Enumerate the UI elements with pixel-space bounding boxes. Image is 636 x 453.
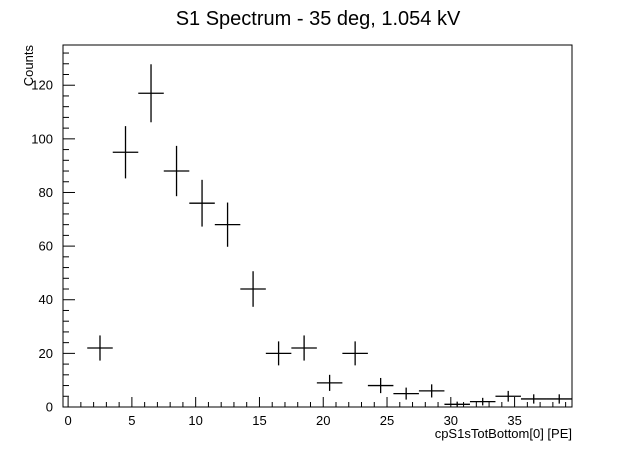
x-tick-label: 5 [128, 413, 135, 428]
data-point [418, 384, 445, 398]
data-point [189, 179, 215, 227]
y-tick-label: 80 [39, 185, 53, 200]
data-point [546, 394, 572, 404]
x-tick-label: 30 [444, 413, 458, 428]
data-markers [87, 64, 572, 407]
y-tick-label: 40 [39, 292, 53, 307]
data-point [316, 374, 343, 391]
data-point [520, 394, 547, 404]
x-tick-label: 0 [64, 413, 71, 428]
x-tick-label: 20 [316, 413, 330, 428]
data-point [240, 271, 266, 307]
data-point [265, 341, 292, 366]
y-axis-label: Counts [21, 45, 36, 87]
data-point [444, 401, 470, 407]
data-point [163, 145, 190, 197]
y-tick-label: 100 [31, 131, 53, 146]
y-tick-label: 20 [39, 346, 53, 361]
x-tick-label: 15 [252, 413, 266, 428]
y-tick-label: 120 [31, 78, 53, 93]
x-tick-label: 25 [380, 413, 394, 428]
plot-frame [62, 44, 573, 408]
chart-title: S1 Spectrum - 35 deg, 1.054 kV [176, 8, 461, 30]
data-point [112, 126, 139, 179]
data-point [138, 64, 164, 123]
y-tick-label: 60 [39, 239, 53, 254]
data-point [342, 341, 368, 366]
data-point [367, 377, 394, 394]
x-axis-label: cpS1sTotBottom[0] [PE] [435, 426, 572, 441]
y-axis: 0 20 40 60 80 100 120 [31, 52, 75, 415]
y-tick-label: 0 [46, 400, 53, 415]
data-point [214, 202, 241, 247]
data-point [469, 397, 496, 406]
data-point [393, 387, 419, 400]
x-tick-label: 10 [188, 413, 202, 428]
data-point [291, 335, 317, 361]
data-point [87, 335, 113, 361]
data-point [495, 390, 521, 402]
x-tick-label: 35 [507, 413, 521, 428]
x-axis: 0 5 10 15 20 25 30 35 [64, 397, 567, 428]
